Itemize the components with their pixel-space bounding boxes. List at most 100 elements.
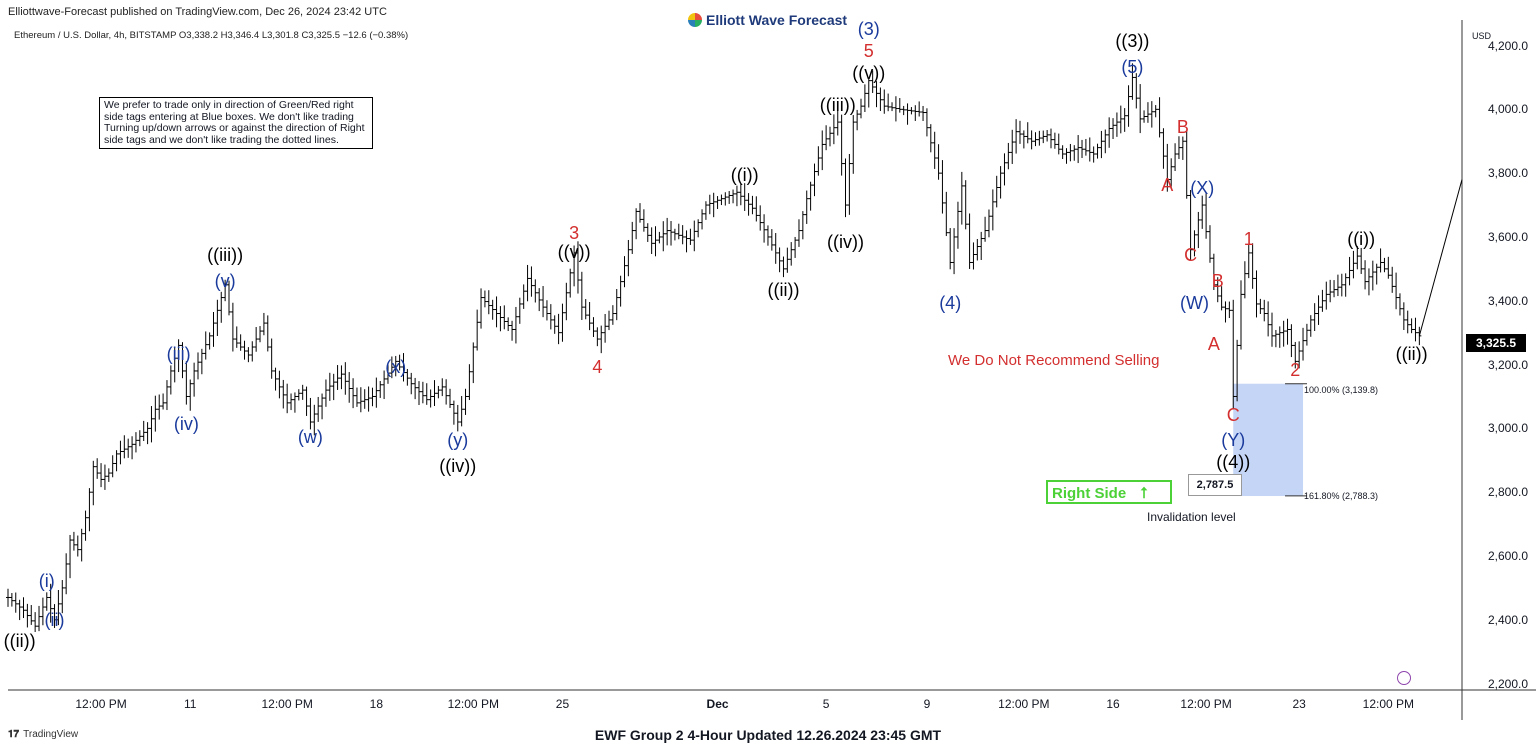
price-bar [630, 221, 635, 254]
price-bar [552, 315, 557, 334]
price-bar [106, 468, 111, 482]
price-bar [215, 299, 220, 336]
price-bar [48, 583, 53, 623]
price-bar [909, 107, 914, 115]
price-bar [913, 105, 918, 121]
price-bar [1266, 301, 1271, 337]
price-bar [738, 183, 743, 206]
price-bar [1083, 138, 1088, 156]
x-tick-label: 23 [1292, 697, 1306, 711]
price-bar [723, 192, 728, 206]
price-bar [750, 195, 755, 215]
price-bar [79, 528, 84, 562]
price-bar [351, 378, 356, 409]
price-bar [227, 280, 232, 316]
wave-label: ((v)) [557, 241, 591, 262]
price-bar [358, 387, 363, 413]
price-bar [1068, 143, 1073, 162]
price-bar [1095, 143, 1100, 159]
price-bar [362, 389, 367, 409]
price-bar [734, 185, 739, 207]
wave-label: (X) [1190, 178, 1215, 199]
price-bar [273, 367, 278, 391]
price-bar [1173, 143, 1178, 172]
price-bar [773, 233, 778, 264]
x-tick-label: 25 [555, 697, 570, 711]
price-bar [110, 455, 115, 478]
price-bar [688, 228, 693, 245]
price-bar [610, 305, 615, 325]
price-bars [6, 63, 1422, 633]
price-bar [614, 288, 619, 321]
price-bar [777, 247, 782, 273]
price-bar [451, 400, 456, 425]
x-tick-label: 12:00 PM [1180, 697, 1232, 711]
x-tick-label: 18 [369, 697, 384, 711]
currency-label[interactable]: USD [1472, 31, 1492, 41]
price-bar [575, 241, 580, 294]
wave-label: ((iv)) [827, 232, 864, 253]
price-bar [428, 389, 433, 408]
chart-frame [8, 20, 1536, 720]
price-bar [1382, 257, 1387, 273]
price-bar [269, 338, 274, 379]
price-bar [1080, 139, 1085, 159]
price-bar [649, 227, 654, 255]
price-bar [258, 326, 263, 343]
price-bar [824, 125, 829, 151]
price-bar [409, 372, 414, 395]
price-bar [1169, 158, 1174, 189]
price-bar [835, 109, 840, 136]
y-tick-label: 3,600.0 [1488, 229, 1529, 244]
price-bar [1397, 293, 1402, 316]
brand-logo: Elliott Wave Forecast [688, 12, 847, 28]
price-bar [506, 317, 511, 332]
price-bar [533, 279, 538, 303]
wave-label: 5 [863, 40, 874, 61]
price-bar [261, 312, 266, 336]
price-bar [490, 299, 495, 320]
price-bar [126, 438, 131, 458]
price-bar [1235, 339, 1240, 402]
price-bar [285, 383, 290, 414]
x-tick-label: 12:00 PM [998, 697, 1050, 711]
price-bar [37, 605, 42, 632]
price-bar [219, 291, 224, 323]
price-bar [1413, 317, 1418, 342]
price-bar [742, 183, 747, 211]
price-bar [669, 221, 674, 246]
price-bar [548, 304, 553, 330]
price-bar [393, 355, 398, 377]
tradingview-brand[interactable]: 𝟏𝟕 TradingView [8, 729, 78, 740]
price-bar [731, 189, 736, 204]
price-bar [676, 223, 681, 240]
price-bar [893, 96, 898, 122]
price-bar [1064, 148, 1069, 164]
price-bar [347, 372, 352, 403]
price-bar [1293, 341, 1298, 369]
price-bar [1242, 261, 1247, 299]
y-tick-label: 4,200.0 [1488, 38, 1529, 53]
no-sell-note: We Do Not Recommend Selling [948, 352, 1160, 369]
price-bar [924, 108, 929, 137]
price-bar [1103, 129, 1108, 154]
trading-note: We prefer to trade only in direction of … [99, 97, 373, 149]
price-bar [928, 124, 933, 153]
target-icon[interactable] [1397, 671, 1411, 685]
blue-box [1233, 383, 1304, 497]
price-bar [606, 310, 611, 331]
price-bar [289, 393, 294, 411]
price-bar [1138, 84, 1143, 134]
price-bar [955, 201, 960, 249]
wave-label: (y) [447, 430, 469, 451]
price-bar [645, 223, 650, 242]
price-bar [95, 458, 100, 479]
price-bar [510, 320, 515, 341]
price-bar [440, 378, 445, 397]
wave-label: ((iii)) [207, 245, 244, 266]
price-bar [862, 84, 867, 112]
price-bar [769, 229, 774, 251]
price-bar [304, 386, 309, 416]
price-bar [886, 93, 891, 112]
